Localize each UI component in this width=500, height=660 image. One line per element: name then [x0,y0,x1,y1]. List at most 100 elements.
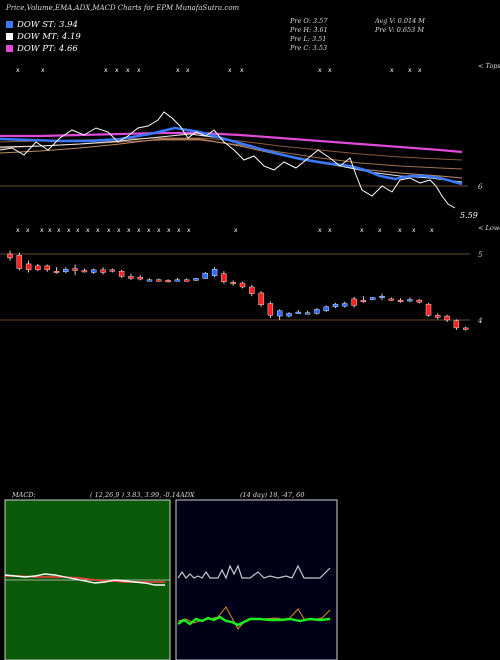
candle-body [435,315,441,318]
candle-body [342,303,348,307]
candle-body [332,303,339,308]
marker-top-1: x [16,67,20,74]
marker-top-5: x [126,67,130,74]
marker-bottom-1: x [16,227,20,234]
candle-body [397,300,404,302]
candle-body [230,282,236,285]
candle-body [146,279,153,282]
marker-bottom-20: x [318,227,322,234]
marker-bottom-5: x [57,227,61,234]
marker-top-9: x [228,67,232,74]
marker-top-11: x [318,67,322,74]
marker-top-7: x [176,67,180,74]
marker-bottom-6: x [67,227,71,234]
ema-chart: x x x x x x x x x x x x x x x x x x x x … [0,67,468,234]
candle-body [444,315,450,321]
candle-body [388,298,394,301]
marker-top-3: x [104,67,108,74]
legend-dow-st-label: DOW ST: 3.94 [17,20,78,30]
candle-body [16,255,22,269]
legend-dow-pt: DOW PT: 4.66 [6,44,78,54]
chart-title: Price,Volume,EMA,ADX,MACD Charts for EPM… [6,4,240,12]
marker-bottom-3: x [40,227,44,234]
candle-level-lo-label: 4 [478,317,483,325]
candle-body [81,270,88,273]
candle-body [109,269,116,272]
stat-prev-open: Pre O: 3.57 [290,17,328,25]
marker-top-8: x [186,67,190,74]
marker-bottom-11: x [117,227,121,234]
ema-level-label: 6 [478,183,483,191]
marker-top-12: x [328,67,332,74]
marker-bottom-26: x [430,227,434,234]
candle-body [128,276,134,279]
marker-bottom-9: x [96,227,100,234]
candle-body [7,253,13,259]
macd-params: ( 12,26,9 ) 3.83, 3.99, -0.14 [90,491,180,499]
legend-dow-pt-label: DOW PT: 4.66 [17,44,78,54]
candle-body [193,278,199,281]
candle-body [221,273,227,282]
adx-line [177,615,331,627]
stat-avg-volume: Avg V: 0.014 M [375,17,425,25]
marker-bottom-24: x [398,227,402,234]
marker-top-6: x [137,67,141,74]
legend-dow-mt: DOW MT: 4.19 [6,32,81,42]
marker-bottom-12: x [127,227,131,234]
candle-body [202,272,209,279]
last-price-label: 5.59 [460,211,478,220]
stat-prev-high: Pre H: 3.61 [290,26,328,34]
candle-series [7,250,469,331]
candle-body [35,265,41,271]
candle-body [165,280,171,283]
marker-bottom-17: x [177,227,181,234]
adx-label: ADX [180,491,195,499]
top-tag: < Tops [478,62,500,70]
marker-bottom-23: x [378,227,382,234]
marker-bottom-19: x [234,227,238,234]
candle-body [277,310,283,317]
candle-body [304,312,311,315]
candle-body [379,296,385,298]
marker-top-10: x [240,67,244,74]
stat-prev-volume: Pre V: 0.653 M [375,26,425,34]
marker-top-4: x [115,67,119,74]
adx-panel [175,499,338,660]
marker-bottom-4: x [48,227,52,234]
candle-body [44,265,50,271]
marker-top-13: x [390,67,394,74]
ema-brown-line-3 [0,138,463,179]
candle-body [183,279,190,282]
candle-level-hi-label: 5 [478,251,483,259]
marker-bottom-16: x [167,227,171,234]
candle-body [286,313,292,317]
stat-prev-low: Pre L: 3.51 [290,35,327,43]
marker-bottom-13: x [137,227,141,234]
marker-bottom-7: x [76,227,80,234]
candle-body [137,276,143,280]
legend-dow-mt-label: DOW MT: 4.19 [17,32,81,42]
adx-di-plus-line [177,564,331,580]
stat-prev-close: Pre C: 3.53 [290,44,328,52]
candle-body [295,311,301,314]
marker-bottom-22: x [360,227,364,234]
candle-body [463,327,469,330]
candle-body [453,320,460,329]
candle-body [416,300,422,303]
legend-dow-st: DOW ST: 3.94 [6,20,78,30]
candle-body [53,270,60,273]
marker-bottom-15: x [157,227,161,234]
lower-tag: < Lower [478,224,500,232]
candle-body [407,299,413,302]
candle-body [323,306,329,311]
candle-body [63,268,69,273]
bottom-markers: x x x x x x x x x x x x x x x x x x x x … [16,227,434,234]
candle-body [25,263,32,271]
candle-body [267,303,274,316]
macd-line [4,573,165,586]
marker-bottom-2: x [26,227,30,234]
candle-body [211,268,218,276]
adx-panel-bg [175,499,338,660]
candle-body [249,286,255,294]
